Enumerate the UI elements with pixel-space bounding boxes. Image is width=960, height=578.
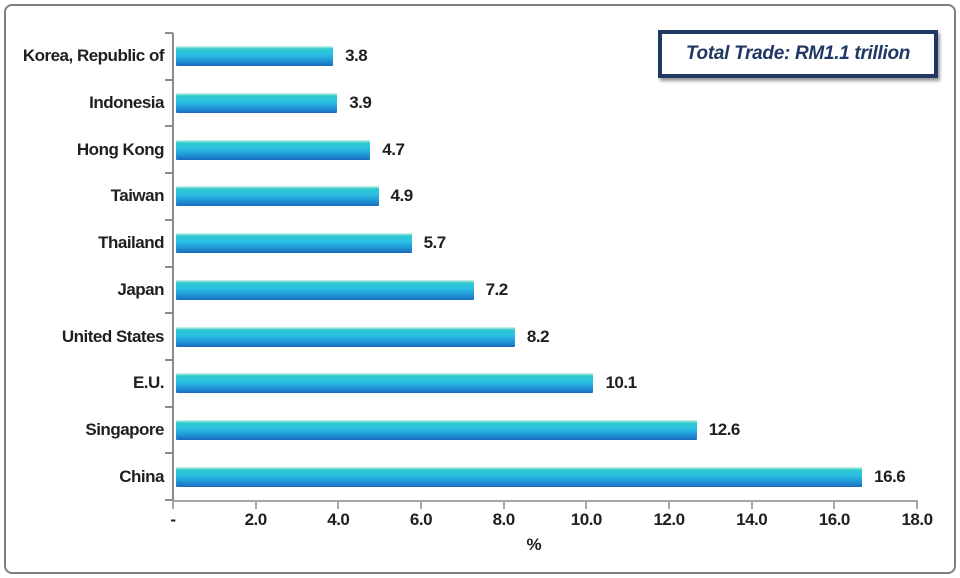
x-axis-tick-label: 18.0 [901,510,933,529]
x-axis-title: % [526,535,542,554]
y-axis-tick [165,312,173,315]
value-label: 10.1 [605,373,637,393]
bar [176,373,594,394]
bar [176,279,474,300]
category-label: Hong Kong [76,139,165,159]
x-axis-tick-label: 6.0 [409,510,433,529]
y-axis-tick [165,218,173,221]
category-label: E.U. [132,373,165,393]
x-axis-tick [585,502,588,509]
category-label: Thailand [98,233,164,253]
y-axis-tick [165,452,173,455]
value-label: 16.6 [874,466,906,486]
y-axis-tick [165,172,173,175]
category-label: Korea, Republic of [22,46,165,66]
category-label: Taiwan [110,186,165,206]
value-label: 5.7 [423,233,447,253]
x-axis-tick-label: 10.0 [570,510,603,529]
annotation-box: Total Trade: RM1.1 trillion [658,30,938,78]
bar [176,93,338,114]
category-label: United States [61,326,165,346]
x-axis-tick [337,502,340,509]
bar [176,326,515,347]
value-label: 3.8 [345,46,368,66]
x-axis-tick [420,502,422,509]
x-axis-line [172,500,918,502]
y-axis-tick [165,358,173,361]
y-axis-tick [165,78,173,81]
x-axis-tick [668,502,670,509]
category-label: Japan [117,279,164,299]
x-axis-tick-label: 2.0 [244,510,268,529]
x-axis-tick [172,502,174,509]
x-axis-tick-label: 8.0 [492,510,516,529]
bar [176,466,863,487]
x-axis-tick-label: 14.0 [736,510,768,529]
value-label: 8.2 [526,326,550,346]
value-label: 12.6 [708,419,741,439]
x-axis-tick-label: 12.0 [653,510,685,529]
x-axis-tick [254,502,257,509]
y-axis-tick [165,405,173,408]
category-label: Singapore [85,419,164,439]
x-axis-tick [502,502,505,509]
value-label: 4.9 [390,186,414,206]
x-axis-tick-label: - [170,510,176,529]
annotation-text: Total Trade: RM1.1 trillion [685,43,911,64]
x-axis-tick [750,502,753,509]
bar [176,186,379,207]
x-axis-tick [916,502,918,509]
category-label: Indonesia [89,93,164,113]
x-axis-tick [833,502,836,509]
x-axis-tick-label: 16.0 [818,510,851,529]
y-axis-tick [165,499,173,501]
value-label: 3.9 [349,93,372,113]
bar [176,419,697,440]
bar [176,139,371,160]
x-axis-tick-label: 4.0 [327,510,350,529]
bar [176,233,412,254]
y-axis-tick [165,125,173,128]
y-axis-tick [165,32,173,34]
value-label: 4.7 [382,139,405,159]
value-label: 7.2 [485,279,509,299]
bar [176,46,334,67]
y-axis-tick [165,265,173,268]
y-axis-line [172,33,174,501]
category-label: China [119,466,164,486]
